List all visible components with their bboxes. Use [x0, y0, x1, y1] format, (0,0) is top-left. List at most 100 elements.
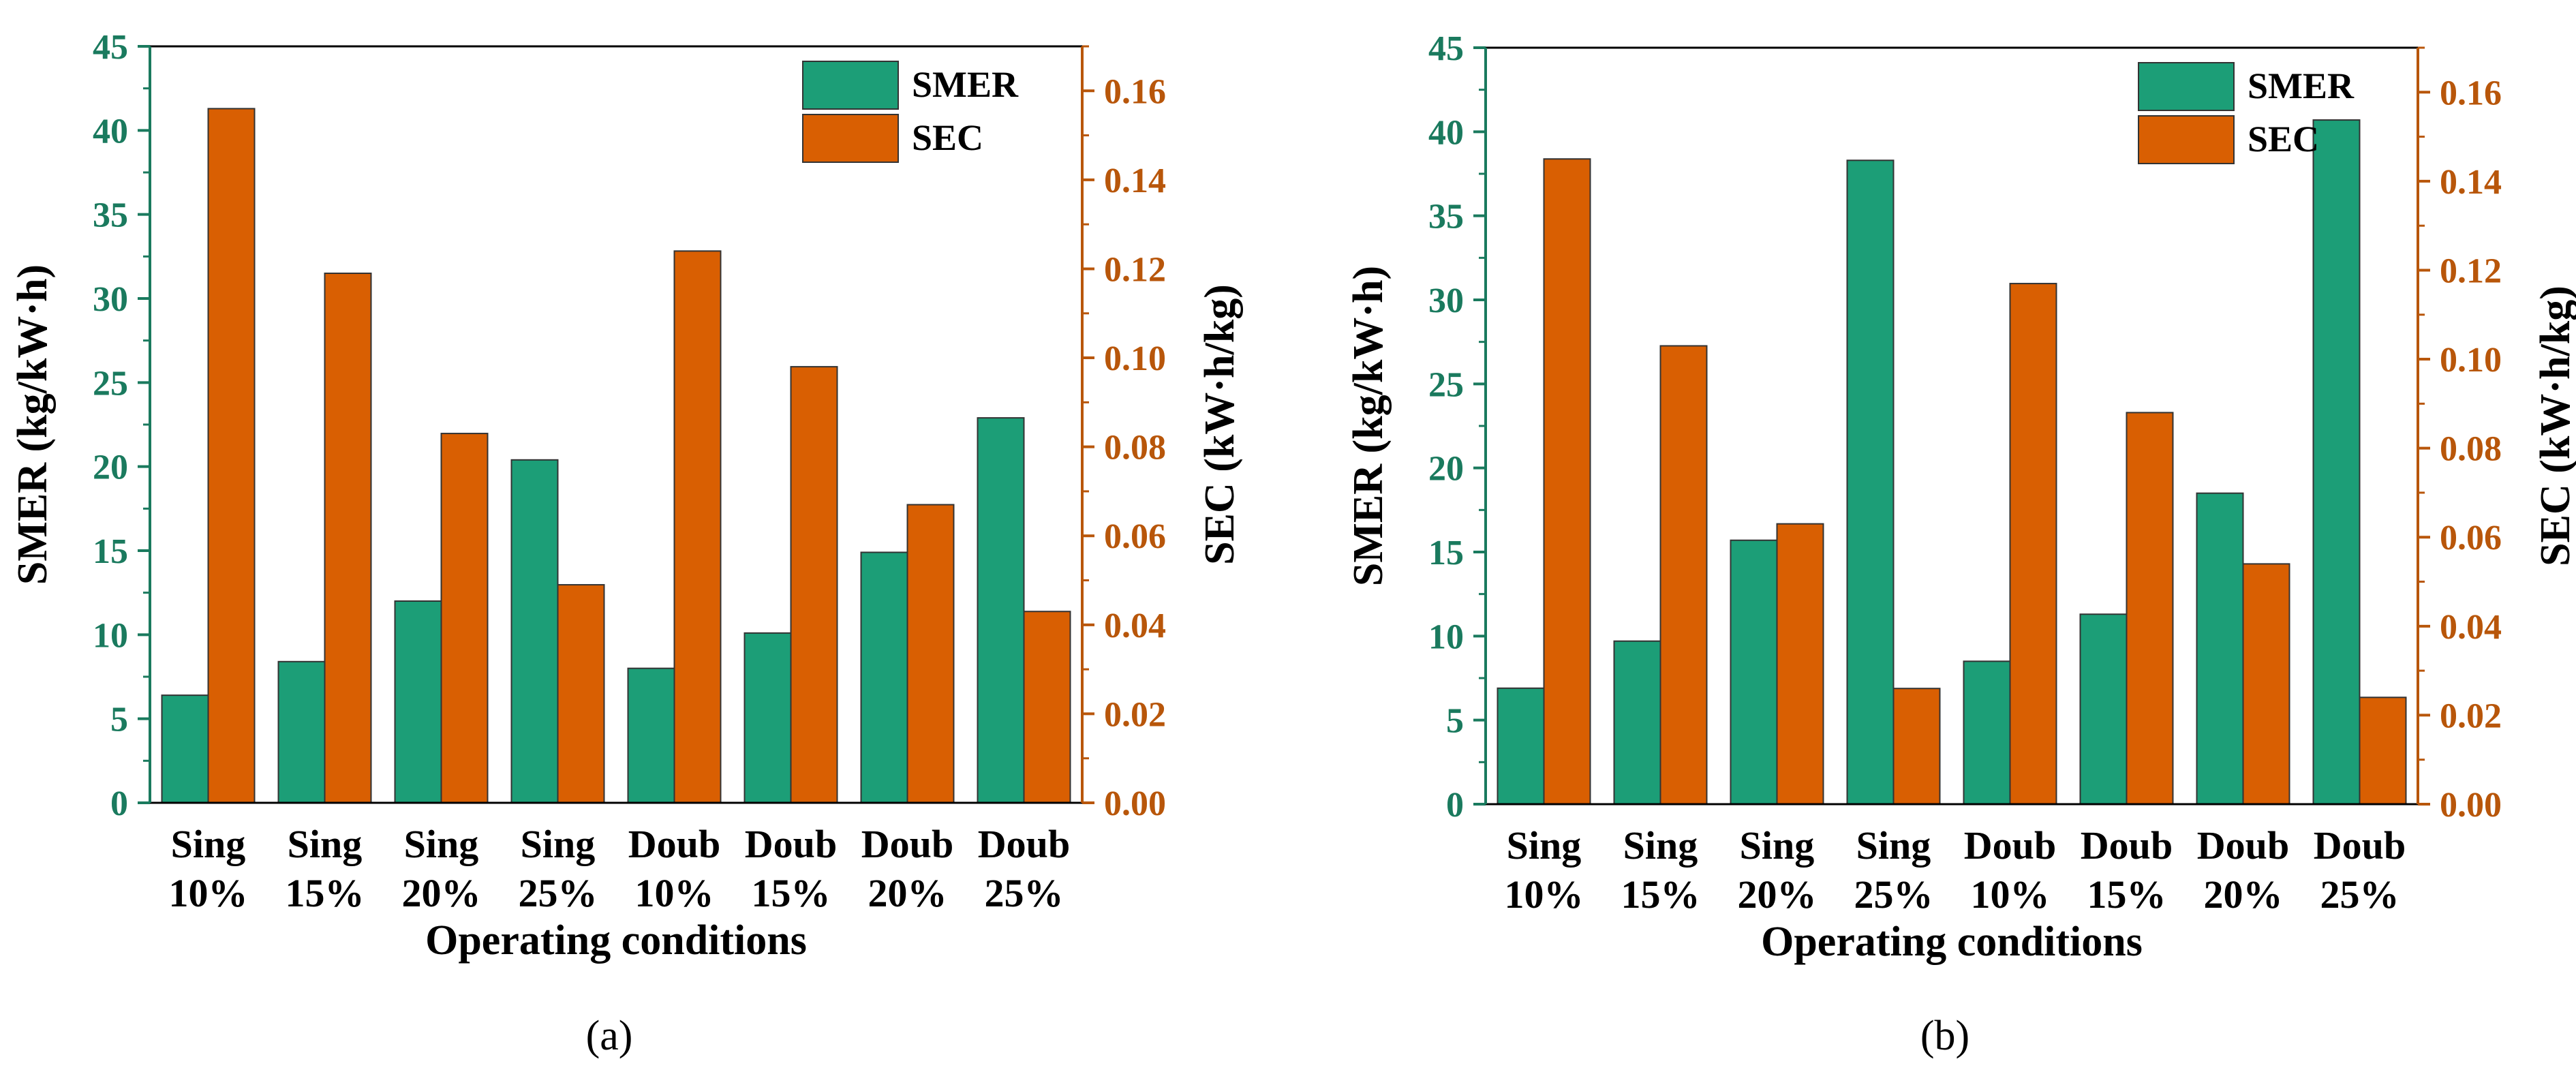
category-label-line2: 10% — [1971, 872, 2050, 917]
category-label-line2: 20% — [402, 871, 481, 915]
right-tick-label: 0.14 — [1104, 162, 1166, 200]
left-tick-label: 25 — [1428, 365, 1464, 404]
x-axis-title: Operating conditions — [1761, 919, 2143, 965]
left-tick-label: 25 — [93, 364, 128, 403]
legend-swatch-sec — [2138, 115, 2235, 164]
left-tick-label: 40 — [1428, 113, 1464, 152]
legend-label-sec: SEC — [912, 117, 983, 158]
left-tick-label: 20 — [93, 448, 128, 487]
bar-smer-5 — [1963, 660, 2011, 805]
left-tick-label: 0 — [1446, 786, 1464, 825]
bar-sec-7 — [2242, 563, 2290, 805]
bar-sec-2 — [1659, 345, 1708, 805]
left-axis-title: SMER (kg/kW·h) — [10, 264, 56, 585]
bar-sec-7 — [906, 504, 955, 803]
category-label-line1: Sing — [288, 822, 363, 866]
category-label-line1: Sing — [404, 822, 479, 866]
bar-sec-6 — [2126, 412, 2174, 805]
panel-label: (b) — [1920, 1013, 1969, 1059]
category-label-line1: Sing — [1740, 823, 1815, 868]
right-tick-label: 0.00 — [2440, 786, 2502, 825]
category-label-line1: Doub — [2081, 823, 2173, 868]
bar-smer-7 — [2196, 492, 2244, 806]
left-tick-label: 35 — [93, 196, 128, 235]
legend-label-smer: SMER — [2248, 65, 2355, 106]
category-label-line2: 20% — [1738, 872, 1817, 917]
left-tick-label: 10 — [93, 616, 128, 655]
left-tick-label: 15 — [93, 532, 128, 571]
category-label-line2: 15% — [286, 871, 365, 915]
bar-sec-8 — [1023, 611, 1071, 803]
right-tick-label: 0.10 — [2440, 341, 2502, 380]
right-tick-label: 0.12 — [1104, 250, 1166, 289]
category-label-line2: 10% — [635, 871, 714, 915]
right-tick-label: 0.04 — [1104, 607, 1166, 645]
right-tick-label: 0.08 — [2440, 430, 2502, 469]
bar-sec-4 — [557, 584, 605, 803]
bar-smer-6 — [743, 632, 792, 803]
category-label-line2: 15% — [1621, 872, 1700, 917]
right-axis-title: SEC (kW·h/kg) — [2532, 286, 2576, 566]
right-tick-label: 0.06 — [2440, 519, 2502, 557]
category-label-line2: 25% — [2320, 872, 2399, 917]
category-label-line2: 10% — [169, 871, 248, 915]
left-tick-label: 40 — [93, 112, 128, 151]
legend-swatch-smer — [2138, 62, 2235, 111]
bar-sec-8 — [2359, 696, 2407, 806]
left-tick-label: 20 — [1428, 450, 1464, 489]
right-tick-label: 0.16 — [1104, 72, 1166, 111]
bar-smer-4 — [510, 459, 559, 803]
legend-swatch-smer — [802, 61, 899, 110]
left-tick-label: 35 — [1428, 198, 1464, 236]
category-label-line2: 25% — [519, 871, 598, 915]
category-label-line1: Doub — [2197, 823, 2289, 868]
left-tick-label: 45 — [1428, 29, 1464, 68]
category-label-line1: Doub — [861, 822, 953, 866]
bar-sec-1 — [1543, 158, 1591, 805]
legend-label-smer: SMER — [912, 64, 1019, 105]
left-tick-label: 0 — [110, 784, 128, 823]
bar-smer-8 — [977, 417, 1025, 803]
bar-smer-2 — [1613, 640, 1661, 805]
bar-smer-2 — [277, 660, 326, 803]
category-label-line1: Sing — [1623, 823, 1698, 868]
legend-label-sec: SEC — [2248, 119, 2319, 159]
x-axis-title: Operating conditions — [425, 917, 807, 964]
category-label-line2: 25% — [1854, 872, 1933, 917]
category-label-line2: 15% — [752, 871, 831, 915]
left-tick-label: 10 — [1428, 617, 1464, 656]
category-label-line2: 20% — [868, 871, 947, 915]
category-label-line1: Doub — [628, 822, 720, 866]
right-tick-label: 0.14 — [2440, 163, 2502, 202]
right-tick-label: 0.04 — [2440, 608, 2502, 647]
left-tick-label: 30 — [93, 280, 128, 319]
category-label-line1: Sing — [521, 822, 596, 866]
right-tick-label: 0.10 — [1104, 339, 1166, 378]
bar-smer-6 — [2079, 613, 2128, 805]
left-axis-title: SMER (kg/kW·h) — [1345, 266, 1392, 586]
bar-sec-3 — [1776, 523, 1824, 805]
panel-label: (a) — [586, 1013, 633, 1059]
category-label-line1: Sing — [171, 822, 246, 866]
category-label-line1: Doub — [1964, 823, 2056, 868]
category-label-line1: Doub — [745, 822, 837, 866]
bar-sec-5 — [2009, 283, 2057, 805]
right-tick-label: 0.00 — [1104, 784, 1166, 823]
left-tick-label: 15 — [1428, 534, 1464, 572]
bar-smer-7 — [860, 551, 908, 803]
bar-sec-4 — [1892, 688, 1941, 805]
bar-sec-3 — [440, 433, 489, 803]
right-tick-label: 0.08 — [1104, 429, 1166, 468]
right-tick-label: 0.12 — [2440, 251, 2502, 290]
bar-smer-1 — [1497, 687, 1545, 805]
right-tick-label: 0.06 — [1104, 517, 1166, 556]
bar-sec-6 — [790, 366, 838, 803]
chart-panel-2: Sing10%Sing15%Sing20%Sing25%Doub10%Doub1… — [1345, 29, 2576, 1059]
left-tick-label: 30 — [1428, 281, 1464, 320]
category-label-line1: Sing — [1507, 823, 1582, 868]
right-tick-label: 0.02 — [2440, 696, 2502, 735]
category-label-line2: 20% — [2204, 872, 2283, 917]
bar-sec-5 — [673, 250, 722, 803]
bar-smer-5 — [627, 667, 675, 804]
